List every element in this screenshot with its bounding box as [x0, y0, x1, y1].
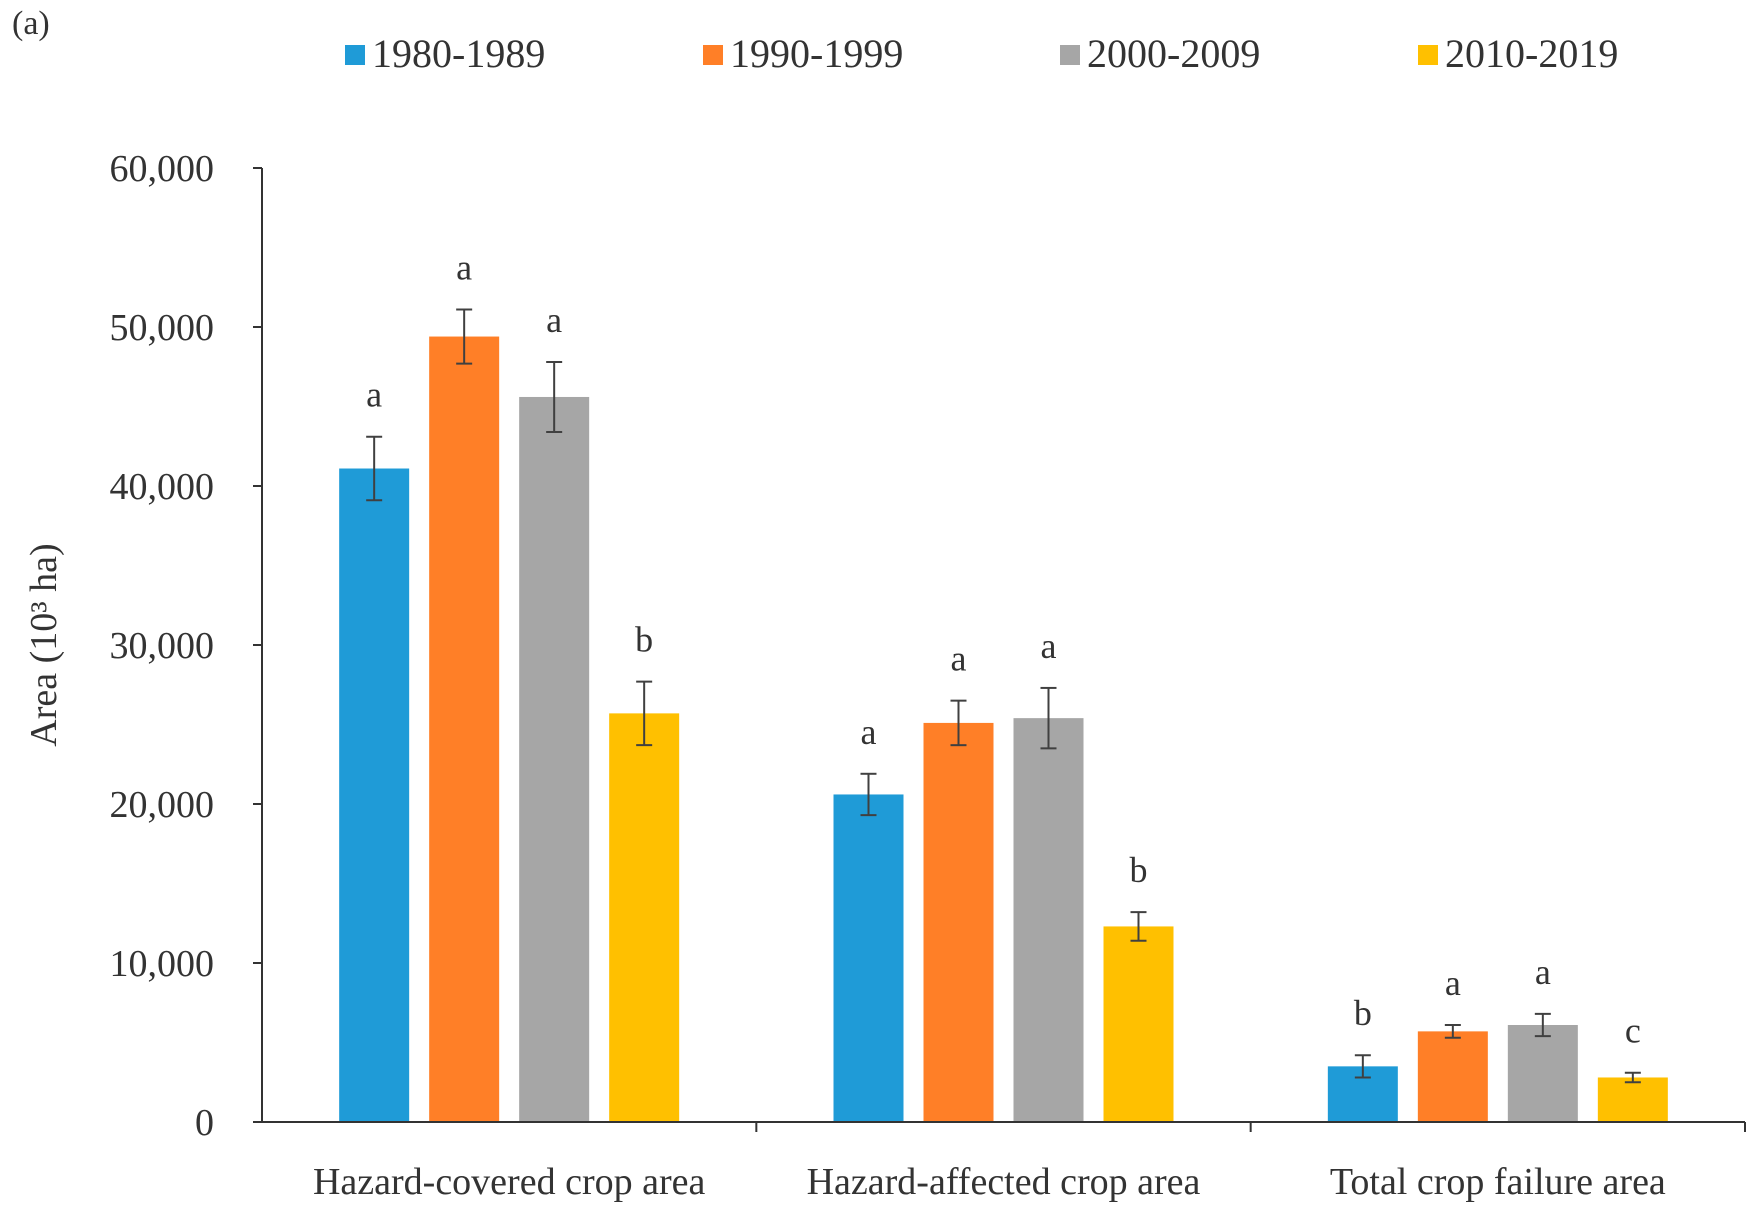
bar: [1103, 926, 1174, 1122]
legend-swatch: [345, 45, 365, 65]
legend-swatch: [1418, 45, 1438, 65]
bar: [1507, 1025, 1578, 1122]
y-tick-label: 50,000: [110, 307, 215, 349]
bar: [429, 336, 500, 1122]
bar: [1417, 1031, 1488, 1122]
significance-label: b: [635, 620, 653, 660]
x-category-label: Hazard-affected crop area: [807, 1161, 1201, 1203]
bar: [1597, 1077, 1668, 1122]
error-bars-layer: [366, 308, 1641, 1084]
bar: [923, 722, 994, 1122]
significance-label: c: [1625, 1011, 1641, 1051]
significance-label: a: [456, 248, 472, 288]
significance-label: a: [366, 375, 382, 415]
significance-label: b: [1354, 993, 1372, 1033]
significance-label: a: [1041, 626, 1057, 666]
y-tick-label: 60,000: [110, 148, 215, 190]
y-tick-label: 40,000: [110, 466, 215, 508]
significance-labels-layer: a a a b a a a b b a a c: [366, 248, 1641, 1051]
y-tick-label: 30,000: [110, 625, 215, 667]
y-tick-label: 0: [195, 1102, 214, 1144]
significance-label: a: [951, 639, 967, 679]
legend-label: 1990-1999: [730, 31, 903, 76]
y-axis-title: Area (10³ ha): [23, 543, 65, 746]
axes: 0 10,000 20,000 30,000 40,000 50,000 60,000 Haz…: [110, 148, 1746, 1203]
panel-label: (a): [12, 5, 50, 42]
y-tick-label: 10,000: [110, 943, 215, 985]
significance-label: a: [861, 712, 877, 752]
significance-label: a: [546, 300, 562, 340]
bars-layer: [339, 336, 1668, 1123]
legend-swatch: [703, 45, 723, 65]
bar: [339, 468, 410, 1122]
bar: [1013, 718, 1084, 1122]
y-tick-label: 20,000: [110, 784, 215, 826]
bar: [519, 396, 590, 1123]
significance-label: a: [1445, 963, 1461, 1003]
bar: [609, 713, 680, 1122]
legend-label: 1980-1989: [372, 31, 545, 76]
legend-label: 2000-2009: [1087, 31, 1260, 76]
bar: [833, 794, 904, 1122]
x-category-label: Total crop failure area: [1330, 1161, 1666, 1203]
legend: 1980-1989 1990-1999 2000-2009 2010-2019: [345, 31, 1618, 76]
significance-label: b: [1130, 850, 1148, 890]
significance-label: a: [1535, 952, 1551, 992]
x-category-label: Hazard-covered crop area: [313, 1161, 706, 1203]
legend-swatch: [1060, 45, 1080, 65]
legend-label: 2010-2019: [1445, 31, 1618, 76]
